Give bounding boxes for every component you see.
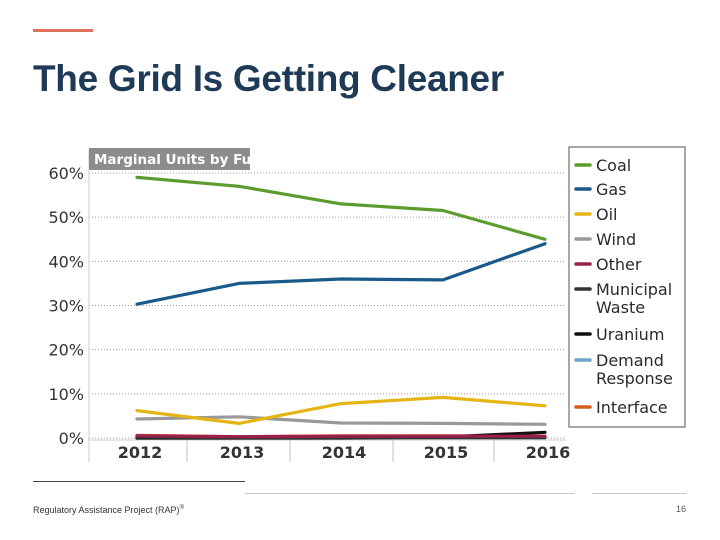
- series-line-gas: [135, 242, 547, 306]
- x-tick-label: 2013: [220, 443, 265, 462]
- y-tick-label: 60%: [48, 164, 84, 183]
- slide-title: The Grid Is Getting Cleaner: [33, 58, 504, 99]
- page-number: 16: [676, 504, 687, 514]
- y-tick-label: 40%: [48, 252, 84, 271]
- legend-label-uranium: Uranium: [596, 325, 664, 344]
- y-tick-label: 20%: [48, 341, 84, 360]
- legend-label-coal: Coal: [596, 156, 631, 175]
- series-line-coal: [135, 175, 547, 241]
- footer-divider: [33, 481, 245, 482]
- footer-source-name: Regulatory Assistance Project (RAP): [33, 505, 180, 515]
- x-tick-label: 2012: [118, 443, 163, 462]
- legend-label-gas: Gas: [596, 180, 627, 199]
- chart-title-background: [89, 148, 250, 170]
- y-tick-label: 0%: [59, 429, 84, 448]
- y-tick-label: 30%: [48, 297, 84, 316]
- legend-label-oil: Oil: [596, 205, 617, 224]
- legend-label-municipal-waste: Municipal: [596, 280, 672, 299]
- legend-label-wind: Wind: [596, 230, 636, 249]
- y-tick-label: 10%: [48, 385, 84, 404]
- legend-label-demand-response: Response: [596, 369, 673, 388]
- legend-label-demand-response: Demand: [596, 351, 664, 370]
- series-line-other: [135, 434, 547, 439]
- legend-label-interface: Interface: [596, 398, 668, 417]
- legend-label-municipal-waste: Waste: [596, 298, 645, 317]
- x-tick-label: 2016: [526, 443, 571, 462]
- registered-mark: ®: [179, 505, 184, 511]
- chart-title: Marginal Units by Fuel: [94, 152, 265, 168]
- series-line-oil: [135, 395, 547, 425]
- y-tick-label: 50%: [48, 208, 84, 227]
- legend-box: [568, 146, 686, 428]
- x-tick-label: 2015: [424, 443, 469, 462]
- footer-rule-right: [592, 493, 687, 494]
- footer-source: Regulatory Assistance Project (RAP)®: [33, 505, 184, 515]
- x-tick-label: 2014: [322, 443, 367, 462]
- title-accent-bar: [33, 29, 93, 32]
- footer-rule-left: [245, 493, 575, 494]
- legend-label-other: Other: [596, 255, 642, 274]
